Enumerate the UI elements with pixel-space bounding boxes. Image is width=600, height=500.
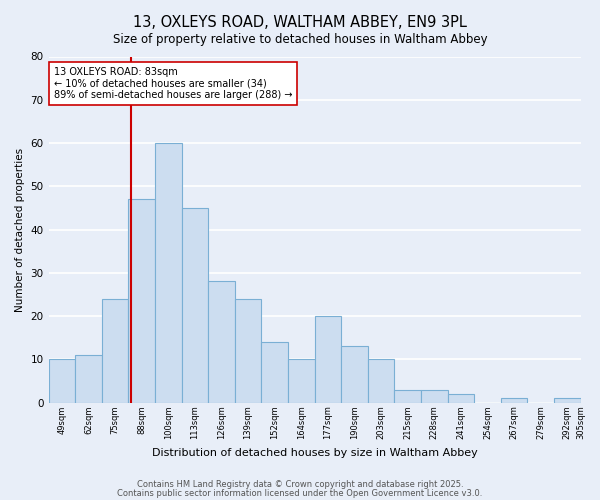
Bar (314, 316, 341, 402)
Bar (49, 360, 75, 403)
Text: 13 OXLEYS ROAD: 83sqm
← 10% of detached houses are smaller (34)
89% of semi-deta: 13 OXLEYS ROAD: 83sqm ← 10% of detached … (54, 67, 292, 100)
Text: Contains public sector information licensed under the Open Government Licence v3: Contains public sector information licen… (118, 488, 482, 498)
X-axis label: Distribution of detached houses by size in Waltham Abbey: Distribution of detached houses by size … (152, 448, 478, 458)
Bar (501, 398, 527, 402)
Y-axis label: Number of detached properties: Number of detached properties (15, 148, 25, 312)
Text: Contains HM Land Registry data © Crown copyright and database right 2025.: Contains HM Land Registry data © Crown c… (137, 480, 463, 489)
Bar (75, 355, 102, 403)
Bar (102, 298, 128, 403)
Bar (155, 143, 182, 403)
Text: 13, OXLEYS ROAD, WALTHAM ABBEY, EN9 3PL: 13, OXLEYS ROAD, WALTHAM ABBEY, EN9 3PL (133, 15, 467, 30)
Bar (262, 342, 288, 402)
Bar (448, 394, 474, 402)
Bar (368, 360, 394, 403)
Bar (341, 346, 368, 403)
Bar (554, 398, 581, 402)
Text: Size of property relative to detached houses in Waltham Abbey: Size of property relative to detached ho… (113, 32, 487, 46)
Bar (182, 208, 208, 402)
Bar (208, 282, 235, 403)
Bar (288, 360, 314, 403)
Bar (235, 298, 262, 403)
Bar (421, 390, 448, 402)
Bar (394, 390, 421, 402)
Bar (128, 199, 155, 402)
